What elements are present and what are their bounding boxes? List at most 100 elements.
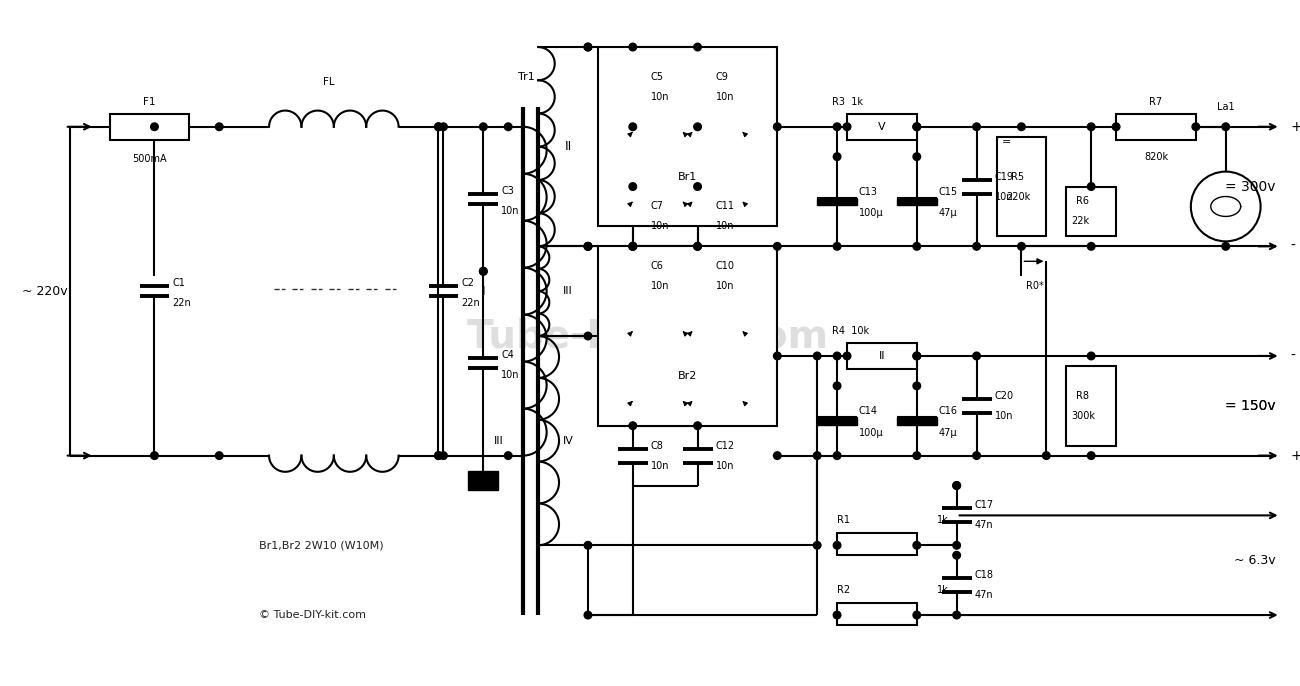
Circle shape [1192, 123, 1200, 130]
Text: III: III [494, 436, 503, 446]
Bar [897, 416, 937, 425]
Bar [997, 137, 1046, 237]
Circle shape [629, 422, 637, 429]
Text: V: V [878, 121, 885, 132]
Circle shape [833, 541, 841, 549]
Text: C9: C9 [715, 72, 728, 82]
Circle shape [774, 352, 781, 359]
Bar [598, 246, 777, 426]
Text: = 150v: = 150v [1225, 399, 1275, 413]
Text: 10n: 10n [715, 92, 734, 102]
Circle shape [913, 611, 920, 619]
Text: La1: La1 [1217, 102, 1235, 112]
Circle shape [151, 452, 159, 460]
Text: +: + [1291, 120, 1300, 134]
Circle shape [629, 182, 637, 190]
Circle shape [833, 611, 841, 619]
Text: 22n: 22n [173, 298, 191, 308]
Text: 220k: 220k [1006, 191, 1031, 202]
Circle shape [694, 243, 702, 250]
Text: 47μ: 47μ [939, 427, 957, 438]
Circle shape [913, 123, 920, 130]
Circle shape [953, 541, 961, 549]
Circle shape [439, 123, 447, 130]
Circle shape [833, 382, 841, 390]
Text: R0*: R0* [1027, 281, 1044, 291]
Text: I: I [481, 285, 485, 298]
Circle shape [814, 452, 820, 460]
Text: R2: R2 [837, 585, 850, 595]
Circle shape [972, 243, 980, 250]
Circle shape [972, 123, 980, 130]
Text: IV: IV [563, 436, 573, 446]
Circle shape [694, 43, 702, 51]
Circle shape [953, 482, 961, 489]
Bar [468, 471, 498, 490]
Text: 1k: 1k [937, 515, 949, 525]
Text: 22n: 22n [462, 298, 480, 308]
Text: II: II [564, 140, 572, 153]
Circle shape [629, 43, 637, 51]
Text: 10n: 10n [715, 460, 734, 471]
Text: =: = [1001, 137, 1011, 147]
Text: C15: C15 [939, 187, 958, 196]
Circle shape [913, 243, 920, 250]
Circle shape [480, 268, 488, 275]
Circle shape [833, 243, 841, 250]
Text: 1k: 1k [937, 585, 949, 595]
Circle shape [629, 243, 637, 250]
Text: Br1: Br1 [679, 172, 697, 182]
Text: F1: F1 [143, 97, 156, 107]
Circle shape [774, 243, 781, 250]
Circle shape [584, 541, 592, 549]
Circle shape [1018, 123, 1026, 130]
Text: R6: R6 [1076, 196, 1089, 206]
Circle shape [1087, 452, 1095, 460]
Text: C6: C6 [651, 261, 663, 271]
Circle shape [814, 352, 820, 359]
Circle shape [1087, 123, 1095, 130]
Circle shape [833, 153, 841, 161]
Text: 10n: 10n [651, 281, 670, 291]
Text: 22k: 22k [1071, 216, 1089, 226]
Text: 10n: 10n [994, 191, 1013, 202]
Text: R5: R5 [1011, 172, 1024, 182]
Bar [818, 416, 857, 425]
Circle shape [913, 352, 920, 359]
Text: 10n: 10n [651, 92, 670, 102]
Text: C14: C14 [859, 405, 878, 416]
Text: C11: C11 [715, 202, 734, 211]
Text: Br1,Br2 2W10 (W10M): Br1,Br2 2W10 (W10M) [259, 541, 383, 550]
Circle shape [584, 43, 592, 51]
Text: 100μ: 100μ [859, 427, 884, 438]
Text: 500mA: 500mA [133, 154, 166, 164]
Bar [848, 114, 916, 140]
Circle shape [1087, 243, 1095, 250]
Circle shape [972, 452, 980, 460]
Circle shape [439, 452, 447, 460]
Text: 47n: 47n [975, 521, 993, 530]
Text: = 300v: = 300v [1225, 180, 1275, 193]
Text: C7: C7 [651, 202, 664, 211]
Bar [1066, 366, 1117, 446]
Circle shape [833, 452, 841, 460]
Circle shape [833, 123, 841, 130]
Circle shape [1222, 123, 1230, 130]
Circle shape [629, 243, 637, 250]
Text: Br2: Br2 [677, 371, 697, 381]
Text: C4: C4 [502, 351, 514, 360]
Circle shape [972, 352, 980, 359]
Circle shape [480, 123, 488, 130]
Circle shape [833, 352, 841, 359]
Circle shape [913, 352, 920, 359]
Text: C12: C12 [715, 440, 734, 451]
Text: II: II [879, 351, 885, 361]
Circle shape [913, 382, 920, 390]
Circle shape [434, 452, 442, 460]
Text: 10n: 10n [502, 370, 520, 380]
Circle shape [584, 611, 592, 619]
Bar [848, 343, 916, 369]
Text: ~ 220v: ~ 220v [22, 285, 68, 298]
Bar [818, 198, 857, 206]
Bar [837, 533, 916, 555]
